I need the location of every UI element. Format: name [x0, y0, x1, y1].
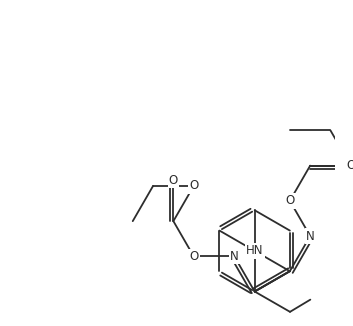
Text: O: O: [285, 194, 294, 207]
Text: HN: HN: [246, 244, 263, 258]
Text: O: O: [189, 179, 198, 192]
Text: N: N: [230, 250, 239, 263]
Text: O: O: [346, 159, 353, 172]
Text: O: O: [169, 174, 178, 187]
Text: O: O: [250, 244, 259, 258]
Text: O: O: [189, 250, 198, 263]
Text: N: N: [306, 230, 315, 243]
Text: O: O: [346, 159, 353, 172]
